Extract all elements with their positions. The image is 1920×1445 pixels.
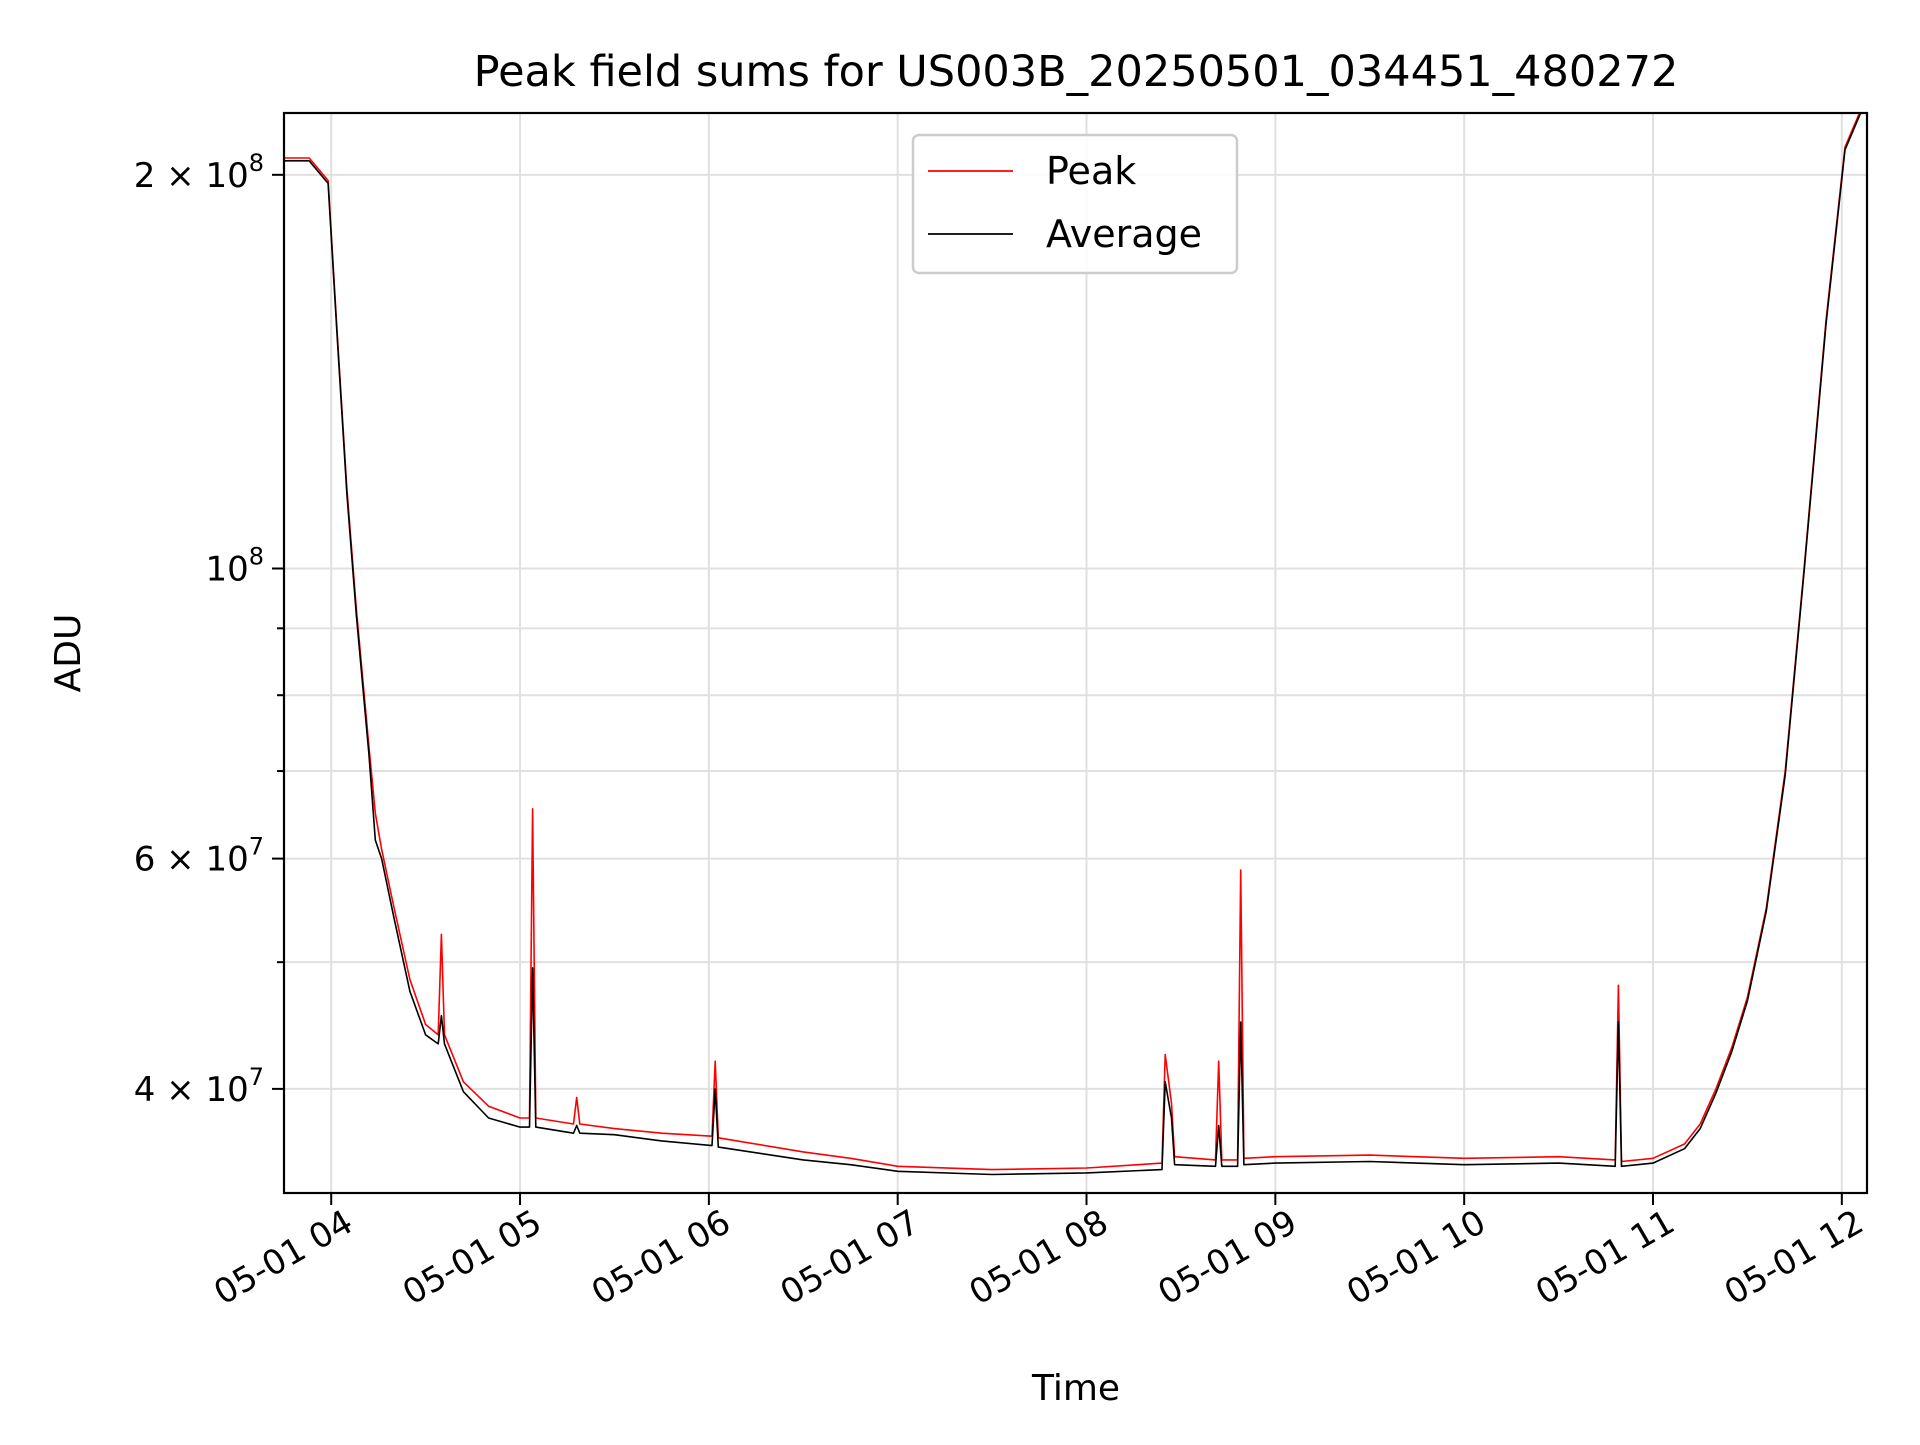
grid (284, 113, 1867, 1193)
y-axis-label: ADU (48, 614, 89, 693)
plot-frame (282, 111, 1869, 1195)
y-axis-ticks: 4 × 107 6 × 107 108 2 × 108 (134, 149, 284, 1110)
legend: Peak Average (911, 133, 1239, 275)
legend-label-peak: Peak (1046, 149, 1136, 193)
legend-box (911, 133, 1239, 275)
series-layer (284, 113, 1862, 1176)
series-line-peak (284, 113, 1861, 1171)
y-tick-label: 4 × 107 (134, 1063, 264, 1110)
series-line-average (284, 113, 1862, 1176)
chart-title: Peak field sums for US003B_20250501_0344… (474, 47, 1679, 97)
y-tick-label: 2 × 108 (134, 149, 264, 196)
y-tick-label: 6 × 107 (134, 833, 264, 880)
y-tick-label: 108 (205, 542, 264, 589)
legend-label-average: Average (1046, 212, 1202, 256)
x-axis-label: Time (1031, 1368, 1120, 1409)
